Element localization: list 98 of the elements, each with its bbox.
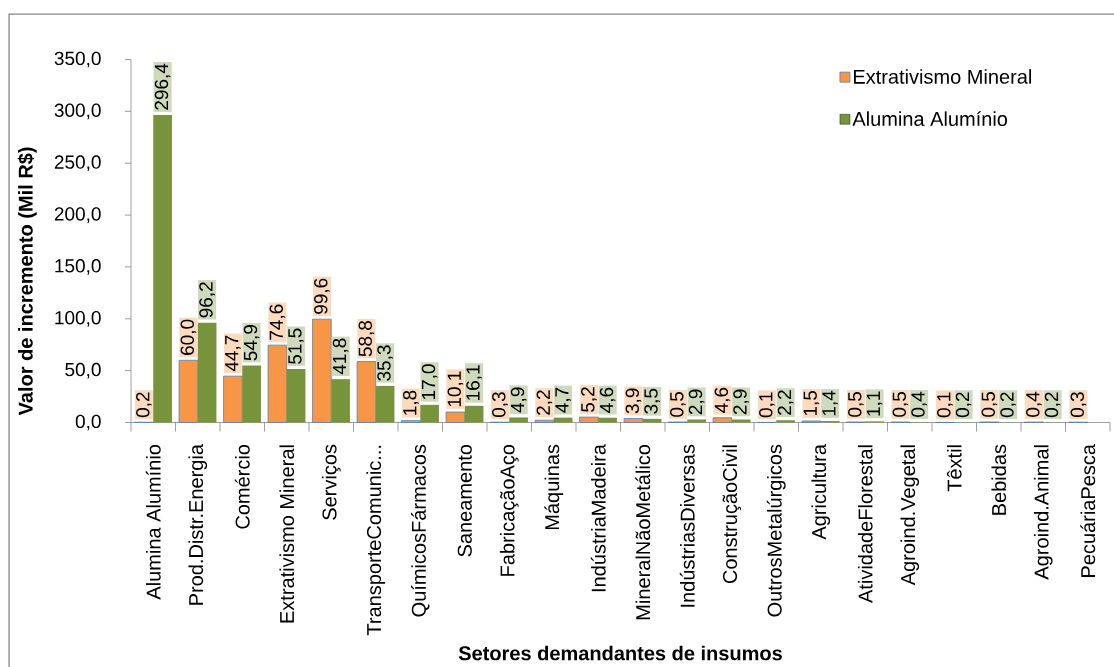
data-label: 51,5 [288, 328, 304, 364]
data-label: 44,7 [225, 335, 241, 372]
y-tick-label: 0,0 [75, 414, 101, 431]
data-label: 4,9 [510, 387, 527, 413]
bar [623, 418, 644, 423]
x-tick-label: Comércio [234, 444, 250, 529]
data-label: 0,4 [1026, 391, 1042, 417]
bar [356, 361, 377, 423]
y-tick-label: 350,0 [54, 51, 101, 68]
x-tick-label: IndústriaMadeira [590, 444, 606, 592]
y-tick-label: 100,0 [55, 310, 101, 327]
data-label: 0,3 [492, 392, 508, 418]
data-label: 2,9 [733, 389, 749, 415]
x-tick-label: ConstruçãoCivil [722, 445, 742, 584]
data-label: 54,9 [243, 325, 260, 361]
x-tick-label: OutrosMetalúrgicos [766, 444, 786, 617]
x-tick-label: Saneamento [457, 444, 472, 557]
bar [731, 419, 751, 423]
data-label: 1,8 [403, 390, 419, 415]
x-tick-label: QuímicosFármacos [411, 444, 430, 617]
data-label: 1,4 [822, 390, 838, 416]
bar [242, 365, 261, 423]
x-tick-label: MineralNãoMetálico [635, 444, 651, 620]
data-label: 96,2 [199, 282, 215, 318]
y-tick-label: 200,0 [54, 207, 101, 223]
x-tick-label: Extrativismo Mineral [279, 445, 295, 623]
x-tick-label: Agricultura [811, 444, 831, 540]
bar [331, 379, 350, 423]
data-label: 60,0 [180, 319, 197, 355]
x-tick-label: Têxtil [946, 445, 962, 492]
x-tick-label: TransporteComunic... [366, 445, 386, 636]
bar [178, 359, 199, 423]
bar [267, 344, 288, 423]
y-tick-label: 50,0 [65, 362, 101, 379]
data-label: 0,5 [670, 391, 686, 417]
bar [579, 416, 599, 423]
data-label: 0,1 [937, 392, 953, 418]
data-label: 4,6 [599, 387, 616, 413]
x-tick-label: FabricaçãoAço [499, 444, 519, 576]
data-label: 3,9 [625, 388, 642, 414]
data-label: 1,1 [866, 391, 883, 416]
data-label: 4,6 [714, 387, 731, 413]
data-label: 0,2 [1000, 392, 1016, 418]
data-label: 0,5 [981, 391, 998, 417]
data-label: 17,0 [421, 364, 438, 400]
data-label: 2,9 [688, 389, 705, 415]
data-label: 296,4 [154, 63, 171, 110]
y-tick-label: 250,0 [54, 155, 101, 172]
data-label: 2,2 [777, 390, 794, 415]
data-label: 35,3 [377, 345, 393, 381]
data-label: 0,5 [892, 391, 909, 417]
y-tick-label: 150,0 [55, 259, 101, 275]
y-tick-label: 300,0 [54, 103, 101, 120]
bar [534, 419, 555, 423]
x-axis-title: Setores demandantes de insumos [458, 645, 782, 661]
data-label: 0,1 [759, 392, 775, 418]
x-tick-label: IndústriasDiversas [679, 444, 695, 607]
bar [312, 318, 332, 423]
bar [420, 404, 439, 423]
y-axis-title: Valor de incremento (Mil R$) [17, 147, 37, 416]
bar [445, 411, 466, 423]
bar [286, 369, 306, 423]
data-label: 0,2 [955, 392, 972, 418]
data-label: 99,6 [314, 278, 330, 314]
bar [464, 405, 484, 423]
data-label: 10,1 [447, 371, 464, 407]
data-label: 0,4 [911, 391, 927, 417]
x-tick-label: Bebidas [991, 444, 1007, 515]
data-label: 0,2 [136, 392, 152, 418]
x-tick-label: Prod.Distr.Energia [188, 444, 208, 605]
data-label: 41,8 [332, 338, 349, 375]
data-label: 2,2 [536, 390, 553, 415]
data-label: 74,6 [269, 304, 286, 340]
bar [153, 115, 172, 423]
x-tick-label: Agroind.Animal [1033, 445, 1053, 580]
data-label: 1,5 [803, 390, 820, 416]
x-tick-label: Serviços [321, 444, 341, 520]
x-tick-label: Máquinas [544, 444, 564, 530]
bar [687, 419, 706, 423]
x-tick-label: Agroind.Vegetal [900, 445, 920, 586]
bar [712, 417, 733, 423]
legend-label: Extrativismo Mineral [853, 69, 1032, 84]
x-tick-label: PecuáriaPesca [1080, 444, 1096, 577]
data-label: 0,3 [1070, 392, 1087, 418]
data-label: 5,2 [581, 387, 597, 412]
bar [223, 375, 243, 423]
data-label: 16,1 [466, 365, 482, 400]
legend-label: Alumina Alumínio [852, 111, 1008, 127]
data-label: 0,2 [1044, 392, 1061, 418]
x-tick-label: AtividadeFlorestal [857, 445, 873, 603]
bar [509, 417, 528, 423]
bar [375, 385, 395, 423]
data-label: 3,5 [644, 388, 660, 414]
data-label: 58,8 [358, 320, 375, 357]
x-tick-label: Alumina Alumínio [145, 444, 161, 600]
data-label: 4,7 [555, 387, 571, 413]
data-label: 0,5 [848, 391, 864, 417]
bar [197, 322, 217, 423]
